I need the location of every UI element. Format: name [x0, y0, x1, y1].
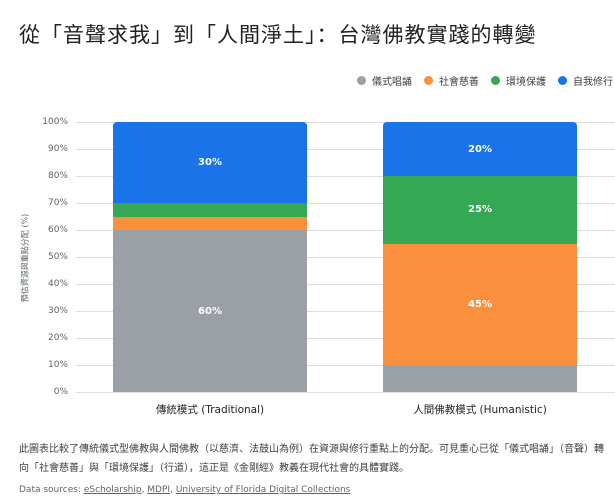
- y-tick: 70%: [47, 198, 68, 208]
- y-tick: 50%: [47, 252, 68, 262]
- gridline: [76, 392, 615, 393]
- legend-item-ritual[interactable]: 儀式唱誦: [357, 73, 412, 88]
- legend-dot-icon: [491, 76, 500, 85]
- segment-self-cultivation[interactable]: 30%: [113, 122, 307, 203]
- source-link-ufdc[interactable]: University of Florida Digital Collection…: [175, 485, 351, 495]
- segment-self-cultivation[interactable]: 20%: [383, 122, 577, 176]
- legend-item-environment[interactable]: 環境保護: [491, 73, 546, 88]
- segment-environment[interactable]: [113, 203, 307, 217]
- gridline: [76, 257, 615, 258]
- sources-prefix: Data sources:: [19, 485, 84, 495]
- y-tick: 0%: [53, 387, 68, 397]
- source-link-escholarship[interactable]: eScholarship: [83, 485, 142, 495]
- y-tick: 20%: [47, 333, 68, 343]
- x-label-traditional: 傳統模式 (Traditional): [155, 404, 265, 416]
- segment-charity[interactable]: 45%: [383, 243, 577, 365]
- bar-traditional[interactable]: 60% 30%: [113, 122, 307, 392]
- y-tick: 100%: [42, 117, 68, 127]
- gridline: [76, 311, 615, 312]
- gridline: [76, 203, 615, 204]
- chart-description: 此圖表比較了傳統儀式型佛教與人間佛教（以慈濟、法鼓山為例）在資源與修行重點上的分…: [19, 444, 604, 474]
- legend: 儀式唱誦 社會慈善 環境保護 自我修行: [357, 73, 613, 88]
- plot-area: 0% 10% 20% 30% 40% 50% 60% 70% 80% 90% 1…: [42, 117, 615, 397]
- legend-item-self-cultivation[interactable]: 自我修行: [558, 73, 613, 88]
- gridline: [76, 230, 615, 231]
- gridline: [76, 365, 615, 366]
- gridline: [76, 284, 615, 285]
- legend-dot-icon: [558, 76, 567, 85]
- legend-label: 儀式唱誦: [372, 77, 412, 88]
- segment-ritual[interactable]: [383, 365, 577, 392]
- chart-title: 從「音聲求我」到「人間淨土」：台灣佛教實踐的轉變: [19, 23, 537, 47]
- data-sources: Data sources: eScholarship, MDPI, Univer…: [19, 485, 351, 495]
- segment-environment[interactable]: 25%: [383, 176, 577, 244]
- gridline: [76, 338, 615, 339]
- legend-dot-icon: [424, 76, 433, 85]
- y-tick: 10%: [47, 360, 68, 370]
- bar-humanistic[interactable]: 45% 25% 20%: [383, 122, 577, 392]
- legend-label: 環境保護: [506, 77, 546, 88]
- y-tick: 80%: [47, 171, 68, 181]
- source-link-mdpi[interactable]: MDPI: [147, 485, 171, 495]
- y-tick: 90%: [47, 144, 68, 154]
- gridline: [76, 176, 615, 177]
- gridline: [76, 149, 615, 150]
- y-tick: 30%: [47, 306, 68, 316]
- y-tick: 60%: [47, 225, 68, 235]
- segment-ritual[interactable]: 60%: [113, 230, 307, 392]
- gridline: [76, 122, 615, 123]
- segment-charity[interactable]: [113, 216, 307, 230]
- legend-label: 社會慈善: [439, 77, 479, 88]
- legend-dot-icon: [357, 76, 366, 85]
- y-tick: 40%: [47, 279, 68, 289]
- x-label-humanistic: 人間佛教模式 (Humanistic): [413, 404, 547, 416]
- legend-label: 自我修行: [573, 77, 613, 88]
- legend-item-charity[interactable]: 社會慈善: [424, 73, 479, 88]
